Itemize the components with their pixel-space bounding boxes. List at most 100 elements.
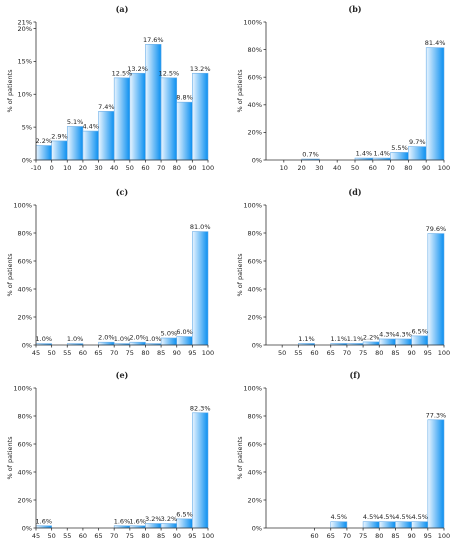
chart-c-data-label: 2.0% bbox=[129, 334, 146, 342]
chart-c-data-label: 5.0% bbox=[161, 330, 178, 338]
chart-b-ytick-label: 0% bbox=[252, 156, 262, 164]
chart-c-ytick-label: 20% bbox=[18, 313, 32, 321]
chart-d-data-label: 4.3% bbox=[395, 330, 412, 338]
chart-d-xtick-label: 80 bbox=[375, 349, 383, 357]
chart-f-xtick-label: 70 bbox=[343, 532, 351, 540]
chart-a-xtick-label: 80 bbox=[173, 164, 181, 172]
chart-b-data-label: 81.4% bbox=[425, 39, 446, 47]
chart-b-bar bbox=[390, 152, 409, 161]
chart-c-xtick-label: 65 bbox=[94, 349, 102, 357]
chart-f-bar bbox=[330, 521, 348, 529]
chart-e-xtick-label: 45 bbox=[32, 532, 40, 540]
chart-f-ytick-label: 0% bbox=[252, 524, 262, 532]
chart-c-bar bbox=[192, 231, 209, 346]
chart-b-xtick-label: 60 bbox=[369, 164, 377, 172]
chart-a-data-label: 7.4% bbox=[98, 103, 115, 111]
chart-e-data-label: 6.5% bbox=[176, 510, 193, 518]
chart-a-ytick-label: 10% bbox=[18, 91, 32, 99]
chart-d-xtick-label: 90 bbox=[407, 349, 415, 357]
chart-d-svg: (d) % of patients 0% 20% 40% 60% 80% 100% 50 55 60… bbox=[236, 187, 450, 357]
chart-f-data-label: 4.5% bbox=[331, 513, 348, 521]
chart-a-bar bbox=[160, 77, 178, 161]
chart-f-xtick-label: 80 bbox=[375, 532, 383, 540]
chart-c-xtick-label: 70 bbox=[110, 349, 118, 357]
chart-c-title: (c) bbox=[116, 187, 129, 197]
chart-a-bar bbox=[129, 72, 146, 161]
chart-e-xtick-label: 85 bbox=[157, 532, 165, 540]
panel-f: (f) % of patients 0% 20% 40% 60% 80% 100% 60 65 70… bbox=[230, 366, 460, 549]
chart-e-ytick-label: 80% bbox=[18, 412, 32, 420]
chart-b-ytick-label: 100% bbox=[243, 18, 262, 26]
chart-c-xtick-label: 75 bbox=[126, 349, 134, 357]
chart-c-ytick-label: 100% bbox=[13, 201, 32, 209]
chart-d-xtick-label: 70 bbox=[343, 349, 351, 357]
chart-a-data-label: 17.6% bbox=[143, 36, 164, 44]
chart-a-svg: (a) % of patients 0% 5% 10% 15% 20%21% -10 0 10 20… bbox=[6, 4, 214, 172]
chart-e-ytick-label: 20% bbox=[18, 496, 32, 504]
chart-e-ylabel: % of patients bbox=[6, 436, 14, 480]
chart-e-bar bbox=[145, 523, 162, 529]
chart-f-data-label: 4.5% bbox=[363, 513, 380, 521]
chart-f-bar bbox=[411, 521, 429, 529]
chart-f-xtick-label: 75 bbox=[359, 532, 367, 540]
chart-c-bar bbox=[160, 337, 178, 346]
chart-a-ytick-label: 20% bbox=[18, 25, 32, 33]
chart-c-ytick-label: 0% bbox=[22, 341, 32, 349]
chart-d-title: (d) bbox=[348, 187, 361, 197]
chart-e-xtick-label: 80 bbox=[141, 532, 149, 540]
chart-c-bar bbox=[176, 336, 193, 346]
chart-a-data-label: 12.5% bbox=[159, 69, 180, 77]
chart-c-bar bbox=[98, 341, 115, 346]
chart-d-bar bbox=[427, 233, 445, 346]
chart-e-ytick-label: 40% bbox=[18, 468, 32, 476]
chart-e-xtick-label: 50 bbox=[47, 532, 55, 540]
chart-a-data-label: 4.4% bbox=[82, 123, 99, 131]
chart-a-xtick-label: 60 bbox=[141, 164, 149, 172]
chart-a-data-label: 2.2% bbox=[36, 137, 53, 145]
chart-d-data-label: 1.1% bbox=[347, 335, 364, 343]
chart-a-ytick-label: 21% bbox=[18, 18, 32, 26]
chart-b-data-label: 9.7% bbox=[409, 138, 426, 146]
chart-e-ytick-label: 0% bbox=[22, 524, 32, 532]
chart-a-data-label: 8.8% bbox=[176, 94, 193, 102]
chart-c-xtick-label: 100 bbox=[202, 349, 214, 357]
chart-f-bar bbox=[395, 521, 412, 529]
chart-f-ytick-label: 20% bbox=[248, 496, 262, 504]
chart-d-xtick-label: 95 bbox=[424, 349, 432, 357]
chart-b-title: (b) bbox=[348, 4, 361, 14]
chart-b-ytick-label: 20% bbox=[248, 129, 262, 137]
chart-b-ytick-label: 80% bbox=[248, 46, 262, 54]
chart-f-xtick-label: 65 bbox=[327, 532, 335, 540]
chart-b-ytick-label: 40% bbox=[248, 101, 262, 109]
chart-e-data-label: 3.2% bbox=[145, 515, 162, 523]
chart-c-xtick-label: 85 bbox=[157, 349, 165, 357]
chart-f-title: (f) bbox=[349, 370, 360, 380]
chart-e-xtick-label: 55 bbox=[63, 532, 71, 540]
chart-a-xtick-label: 90 bbox=[188, 164, 196, 172]
chart-e-data-label: 1.6% bbox=[129, 517, 146, 525]
chart-c-data-label: 1.0% bbox=[114, 335, 131, 343]
chart-a-xtick-label: -10 bbox=[31, 164, 42, 172]
chart-e-xtick-label: 90 bbox=[173, 532, 181, 540]
chart-d-ylabel: % of patients bbox=[236, 253, 244, 297]
chart-d-xtick-label: 55 bbox=[294, 349, 302, 357]
chart-b-ylabel: % of patients bbox=[236, 69, 244, 113]
chart-a-data-label: 2.9% bbox=[51, 132, 68, 140]
chart-d-xtick-label: 85 bbox=[391, 349, 399, 357]
chart-c-data-label: 1.0% bbox=[145, 335, 162, 343]
chart-b-xtick-label: 30 bbox=[315, 164, 323, 172]
chart-e-xtick-label: 95 bbox=[188, 532, 196, 540]
panel-c: (c) % of patients 0% 20% 40% 60% 80% 100% 45 50 55… bbox=[0, 183, 230, 366]
chart-e-xtick-label: 75 bbox=[126, 532, 134, 540]
chart-d-xtick-label: 60 bbox=[310, 349, 318, 357]
chart-d-xtick-label: 75 bbox=[359, 349, 367, 357]
chart-c-ylabel: % of patients bbox=[6, 253, 14, 297]
chart-b-xtick-label: 10 bbox=[280, 164, 288, 172]
chart-c-xtick-label: 95 bbox=[188, 349, 196, 357]
chart-e-bar bbox=[192, 412, 209, 529]
chart-c-data-label: 2.0% bbox=[98, 334, 115, 342]
chart-f-ylabel: % of patients bbox=[236, 436, 244, 480]
chart-e-bar bbox=[176, 518, 193, 529]
chart-e-xtick-label: 65 bbox=[94, 532, 102, 540]
chart-d-data-label: 2.2% bbox=[363, 333, 380, 341]
